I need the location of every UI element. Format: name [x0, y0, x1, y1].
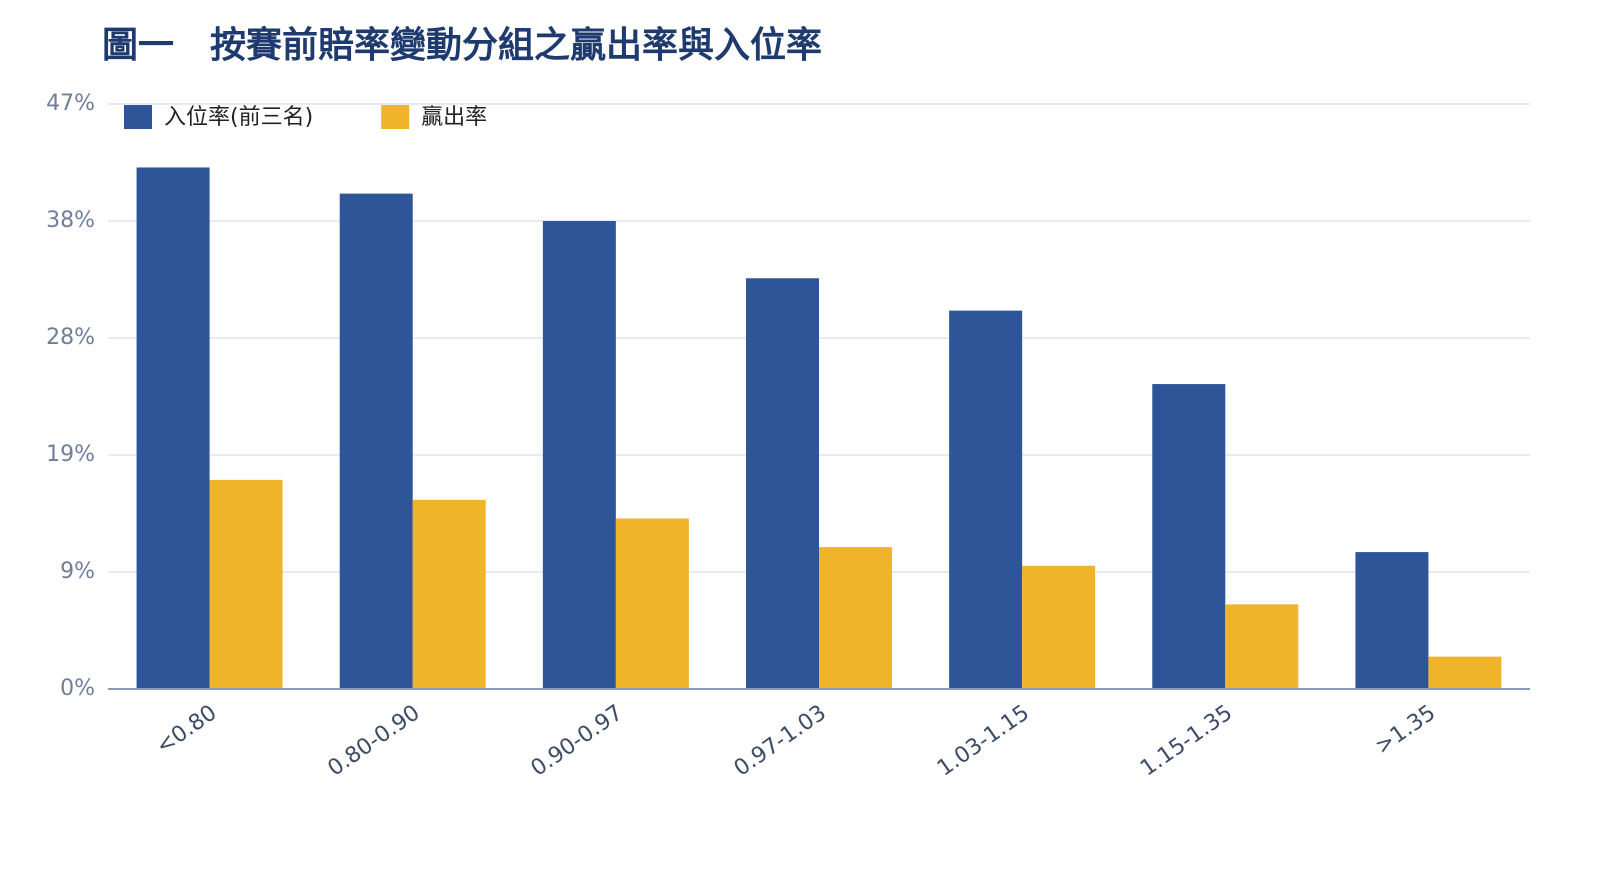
bar [1355, 552, 1429, 689]
bar [1225, 604, 1299, 689]
x-tick-label: 1.15-1.35 [1136, 700, 1237, 781]
bar [819, 547, 892, 689]
legend-label: 入位率(前三名) [164, 105, 313, 130]
bar [1428, 656, 1502, 689]
bar [412, 499, 486, 689]
chart-title: 圖一 按賽前賠率變動分組之贏出率與入位率 [102, 24, 822, 66]
bar [209, 479, 283, 689]
x-tick-label: <0.80 [152, 700, 222, 759]
legend-label: 贏出率 [421, 105, 487, 130]
x-tick-label: 0.90-0.97 [527, 700, 628, 781]
y-tick-label: 38% [46, 208, 95, 233]
x-tick-label: 0.97-1.03 [730, 700, 831, 781]
x-tick-label: >1.35 [1371, 700, 1441, 759]
bar [746, 278, 819, 689]
x-tick-label: 0.80-0.90 [323, 700, 424, 781]
y-tick-label: 0% [60, 676, 95, 701]
bar [136, 167, 210, 689]
bar [339, 193, 413, 690]
legend-swatch [381, 105, 410, 129]
bar [1022, 565, 1096, 689]
y-tick-label: 47% [46, 91, 95, 116]
bar [1152, 384, 1226, 689]
legend-swatch [124, 105, 152, 129]
bar [615, 518, 689, 689]
y-tick-label: 9% [60, 559, 95, 584]
y-tick-label: 19% [46, 442, 95, 467]
y-tick-label: 28% [46, 325, 95, 350]
bar [542, 221, 616, 689]
bar [949, 310, 1023, 689]
x-tick-label: 1.03-1.15 [933, 700, 1034, 781]
